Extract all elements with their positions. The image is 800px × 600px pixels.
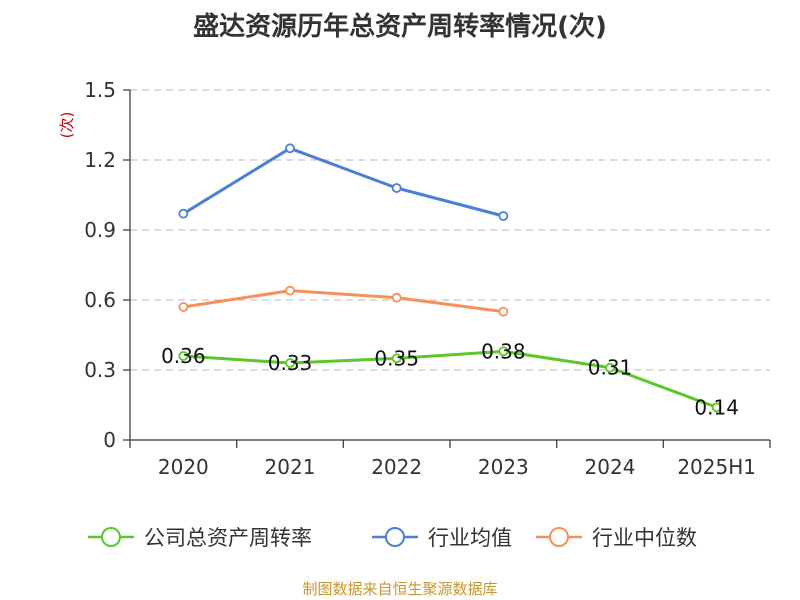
series-1: [178, 143, 509, 221]
y-tick-label: 0: [103, 428, 116, 452]
data-point: [391, 183, 402, 193]
x-tick-label: 2020: [158, 455, 209, 479]
series-line: [183, 289, 504, 314]
data-point: [498, 346, 509, 357]
y-tick-label: 1.2: [84, 148, 116, 172]
series: 0.36 0.33 0.35 0.38 0.31 0.14: [161, 143, 739, 419]
data-point: [285, 143, 295, 154]
data-point: [498, 211, 509, 221]
x-tick-label: 2023: [478, 455, 529, 479]
legend-marker-icon: [385, 527, 405, 547]
y-tick-label: 0.3: [84, 358, 116, 382]
y-axis-label: (次): [58, 112, 76, 139]
y-tick-label: 0.9: [84, 218, 116, 242]
data-point: [285, 285, 295, 296]
x-tick-label: 2025H1: [677, 455, 756, 479]
legend-label: 行业均值: [428, 526, 512, 550]
series-2: [178, 285, 509, 317]
legend-label: 行业中位数: [592, 526, 697, 550]
data-point: [285, 358, 295, 368]
series-0: 0.36 0.33 0.35 0.38 0.31 0.14: [161, 339, 739, 419]
data-point: [711, 402, 722, 413]
legend[interactable]: 公司总资产周转率 行业均值 行业中位数: [88, 526, 697, 550]
series-line: [183, 349, 718, 409]
data-label: 0.38: [481, 339, 526, 363]
legend-marker-icon: [549, 527, 569, 547]
legend-marker-icon: [101, 527, 121, 547]
data-point: [178, 208, 189, 219]
grid: [130, 89, 770, 371]
legend-item-2[interactable]: 行业中位数: [536, 526, 697, 550]
data-label: 0.33: [268, 351, 313, 375]
y-tick-label: 1.5: [84, 78, 116, 102]
series-line: [182, 146, 504, 218]
x-tick-label: 2022: [371, 455, 422, 479]
legend-label: 公司总资产周转率: [144, 526, 312, 550]
x-tick-label: 2021: [265, 455, 316, 479]
data-point: [391, 292, 402, 303]
data-label: 0.14: [694, 395, 739, 419]
data-label: 0.35: [374, 346, 419, 370]
y-tick-label: 0.6: [84, 288, 116, 312]
data-point: [498, 306, 509, 317]
chart-title: 盛达资源历年总资产周转率情况(次): [193, 12, 607, 42]
data-label: 0.36: [161, 344, 206, 368]
data-point: [605, 362, 615, 373]
x-tick-label: 2024: [585, 455, 636, 479]
data-point: [391, 353, 402, 364]
data-point: [178, 302, 189, 312]
data-label: 0.31: [588, 356, 633, 380]
legend-item-1[interactable]: 行业均值: [372, 526, 512, 550]
data-point: [178, 351, 189, 361]
legend-item-0[interactable]: 公司总资产周转率: [88, 526, 312, 550]
axes: 0 0.3 0.6 0.9 1.2 1.5 2020 2021 2022 2023 2024 2025…: [84, 78, 771, 479]
data-source-note: 制图数据来自恒生聚源数据库: [302, 580, 498, 598]
